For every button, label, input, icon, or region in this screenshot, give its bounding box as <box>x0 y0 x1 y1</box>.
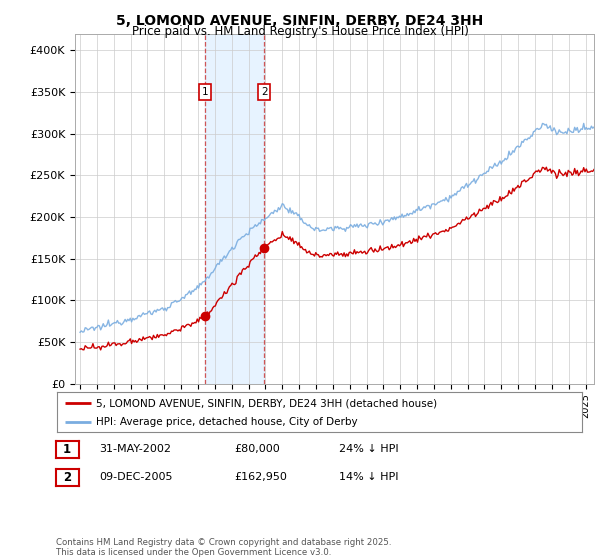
Text: Price paid vs. HM Land Registry's House Price Index (HPI): Price paid vs. HM Land Registry's House … <box>131 25 469 38</box>
Text: Contains HM Land Registry data © Crown copyright and database right 2025.
This d: Contains HM Land Registry data © Crown c… <box>56 538 391 557</box>
Text: 1: 1 <box>202 87 208 97</box>
Text: 2: 2 <box>63 470 71 484</box>
Text: £162,950: £162,950 <box>234 472 287 482</box>
Text: 5, LOMOND AVENUE, SINFIN, DERBY, DE24 3HH (detached house): 5, LOMOND AVENUE, SINFIN, DERBY, DE24 3H… <box>97 398 437 408</box>
Text: 31-MAY-2002: 31-MAY-2002 <box>99 444 171 454</box>
Text: 2: 2 <box>261 87 268 97</box>
Text: HPI: Average price, detached house, City of Derby: HPI: Average price, detached house, City… <box>97 417 358 427</box>
Text: £80,000: £80,000 <box>234 444 280 454</box>
Text: 24% ↓ HPI: 24% ↓ HPI <box>339 444 398 454</box>
Text: 09-DEC-2005: 09-DEC-2005 <box>99 472 173 482</box>
Bar <box>205 34 265 384</box>
Text: 1: 1 <box>63 442 71 456</box>
Text: 14% ↓ HPI: 14% ↓ HPI <box>339 472 398 482</box>
Text: 5, LOMOND AVENUE, SINFIN, DERBY, DE24 3HH: 5, LOMOND AVENUE, SINFIN, DERBY, DE24 3H… <box>116 14 484 28</box>
